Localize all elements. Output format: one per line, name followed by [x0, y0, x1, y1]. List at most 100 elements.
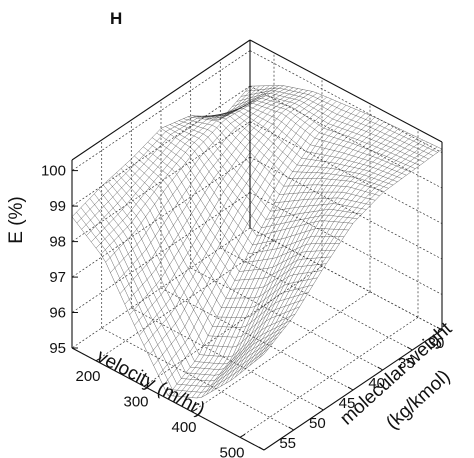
y-tick-label: 200 — [75, 368, 100, 385]
surface-mesh-line — [191, 115, 371, 398]
surface-mesh-line — [89, 198, 282, 376]
surface-mesh-line — [98, 189, 291, 365]
gridline — [220, 247, 413, 351]
z-tick-label: 99 — [49, 198, 66, 215]
surface-mesh-line — [235, 135, 414, 378]
surface-mesh-line — [244, 139, 423, 370]
gridline — [249, 156, 443, 260]
surface-mesh-line — [81, 85, 260, 230]
surface-mesh-line — [172, 107, 351, 397]
gridline — [190, 267, 383, 371]
surface-mesh-line — [134, 155, 327, 290]
surface-mesh-line — [125, 164, 318, 308]
surface-mesh-line — [156, 132, 349, 246]
gridline — [249, 85, 443, 189]
surface-mesh-line — [76, 85, 255, 224]
gridline — [160, 287, 354, 391]
box-edge — [71, 347, 265, 451]
surface-mesh-line — [103, 184, 296, 358]
x-tick-label: 55 — [279, 435, 296, 452]
surface-mesh-line — [206, 121, 385, 395]
surface-mesh-line — [187, 116, 380, 196]
surface-mesh-line — [138, 151, 331, 281]
z-tick-label: 95 — [49, 340, 66, 357]
z-tick-label: 98 — [49, 234, 66, 251]
gridline — [101, 327, 294, 431]
y-tick-label: 300 — [123, 393, 148, 410]
x-tick-label: 30 — [428, 335, 445, 352]
surface-mesh-line — [220, 128, 399, 387]
surface-mesh-line — [254, 144, 433, 363]
surface-mesh-line — [259, 146, 438, 359]
x-tick-mark — [258, 446, 265, 451]
surface-mesh-line — [71, 216, 265, 399]
surface-mesh-line — [227, 97, 420, 166]
x-tick-label: 50 — [309, 415, 326, 432]
x-tick-label: 60 — [250, 455, 267, 458]
gridline — [131, 307, 324, 411]
surface-mesh-line — [225, 130, 404, 384]
box-edge — [249, 39, 443, 143]
surface-mesh-line — [177, 109, 356, 397]
gridline — [249, 121, 443, 224]
surface-mesh-line — [239, 137, 419, 374]
surface-mesh-line — [196, 114, 389, 189]
surface-mesh-line — [201, 119, 380, 398]
surface-mesh-line — [196, 117, 375, 399]
y-tick-label: 400 — [171, 419, 196, 436]
surface-mesh-line — [147, 142, 340, 263]
surface-mesh-line — [86, 85, 265, 236]
surface-mesh-line — [116, 172, 309, 328]
y-tick-label: 500 — [219, 444, 244, 458]
surface-mesh-line — [201, 112, 394, 186]
z-axis-label: E (%) — [6, 196, 27, 244]
x-tick-mark — [288, 426, 294, 431]
surface-mesh-line — [249, 85, 443, 150]
surface-mesh-line — [124, 89, 303, 305]
gridline — [249, 50, 443, 153]
surface-mesh-line — [211, 123, 390, 392]
surface-mesh-line — [182, 111, 361, 397]
x-tick-label: 40 — [368, 375, 385, 392]
surface-mesh-line — [187, 113, 366, 398]
surface-mesh-line — [129, 90, 308, 315]
gridline — [191, 291, 371, 413]
surface-mesh-line — [167, 105, 347, 396]
gridline — [249, 227, 443, 331]
z-tick-label: 97 — [49, 269, 66, 286]
x-tick-mark — [407, 346, 413, 351]
surface-mesh-line — [85, 202, 278, 382]
x-tick-mark — [377, 366, 383, 371]
x-axis-label: velocity (m/hr) — [93, 346, 208, 421]
surface-mesh-line — [263, 148, 443, 355]
surface-mesh-line — [151, 137, 345, 255]
surface-mesh-line — [94, 193, 287, 370]
surface-mesh-line — [215, 126, 395, 390]
surface-mesh-line — [249, 142, 428, 366]
x-tick-label: 45 — [339, 395, 356, 412]
z-tick-label: 96 — [49, 305, 66, 322]
y-tick-mark — [239, 433, 246, 438]
surface-mesh-line — [214, 105, 407, 176]
surface-mesh-line — [165, 126, 358, 229]
surface-mesh-line — [76, 212, 269, 393]
surface-mesh-line — [143, 146, 336, 272]
surface-mesh-line — [129, 160, 322, 299]
surface-mesh-line — [230, 132, 409, 381]
surface-mesh-line — [80, 207, 274, 387]
panel-label: H — [110, 9, 122, 28]
x-tick-mark — [318, 406, 324, 411]
surface-mesh-line — [111, 176, 305, 338]
y-tick-mark — [143, 382, 150, 387]
tick-layer: 95 96 97 98 99 100 30 35 40 45 50 55 60 200 300 400 500 — [41, 163, 444, 458]
surface-mesh — [71, 85, 443, 399]
surface-mesh-line — [120, 168, 314, 318]
z-tick-label: 100 — [41, 163, 66, 180]
y-tick-mark — [95, 357, 102, 362]
x-tick-mark — [436, 326, 443, 331]
x-tick-label: 35 — [398, 355, 415, 372]
surface-mesh-line — [100, 85, 279, 255]
box-edge — [71, 39, 251, 161]
